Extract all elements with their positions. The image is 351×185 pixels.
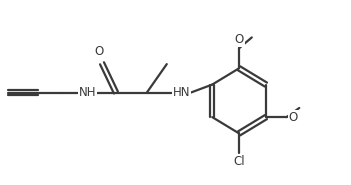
- Text: Cl: Cl: [233, 155, 245, 168]
- Text: HN: HN: [173, 86, 190, 99]
- Text: NH: NH: [79, 86, 96, 99]
- Text: O: O: [289, 111, 298, 124]
- Text: O: O: [94, 45, 104, 58]
- Text: O: O: [234, 33, 244, 46]
